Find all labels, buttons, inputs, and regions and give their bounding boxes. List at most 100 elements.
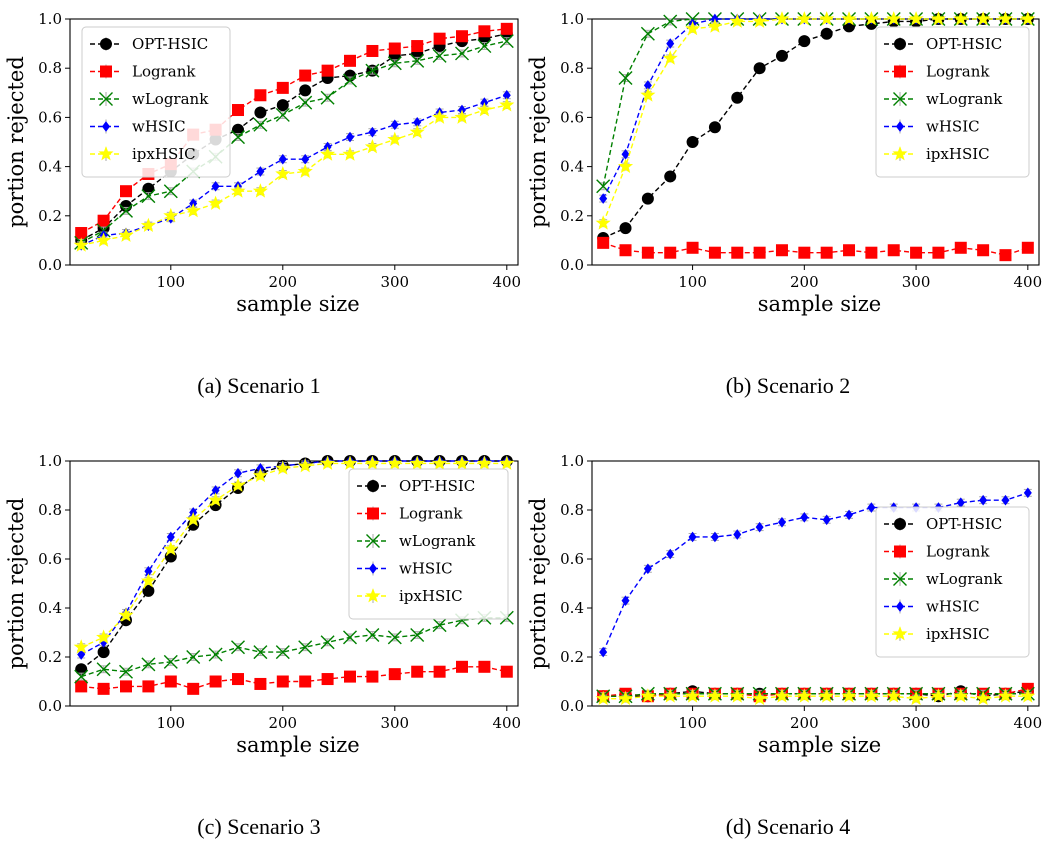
data-point	[499, 455, 515, 470]
legend-label: OPT-HSIC	[132, 35, 208, 53]
y-axis-label: portion rejected	[4, 498, 28, 670]
data-point	[863, 688, 879, 703]
data-point	[619, 222, 632, 235]
data-point	[119, 203, 133, 218]
data-point	[298, 640, 313, 655]
data-point	[366, 44, 379, 57]
data-point	[796, 11, 812, 26]
legend-marker	[893, 92, 907, 106]
y-axis-label: portion rejected	[526, 56, 550, 228]
data-point	[142, 680, 155, 693]
data-point	[297, 163, 313, 178]
data-point	[455, 46, 469, 61]
data-point	[865, 246, 878, 259]
data-point	[141, 657, 156, 672]
chart-panel-3: 100 200 300 400 0.0 0.2 0.4 0.6 0.8 1.0 sample siz…	[4, 452, 521, 839]
data-point	[863, 11, 879, 26]
data-point	[276, 675, 289, 688]
data-point	[142, 584, 155, 597]
data-point	[297, 457, 313, 473]
data-point	[796, 688, 812, 703]
data-point	[887, 244, 900, 257]
y-tick-label: 0.8	[560, 501, 584, 519]
data-point	[96, 629, 112, 644]
data-point	[819, 688, 835, 703]
data-point	[752, 13, 768, 28]
series-line	[81, 666, 507, 690]
data-point	[640, 26, 655, 41]
data-point	[886, 688, 902, 703]
data-point	[954, 241, 967, 254]
data-point	[140, 573, 156, 588]
data-point	[253, 117, 268, 132]
data-point	[1020, 11, 1036, 26]
data-point	[640, 87, 656, 102]
legend-marker	[100, 65, 112, 78]
data-point	[499, 97, 515, 112]
data-point	[595, 690, 611, 706]
data-point	[410, 53, 425, 68]
data-point	[276, 99, 289, 112]
data-point	[97, 682, 110, 695]
data-point	[275, 460, 291, 475]
data-point	[800, 512, 809, 523]
data-point	[321, 64, 334, 77]
data-point	[454, 455, 470, 470]
data-point	[686, 136, 699, 148]
y-tick-label: 0.0	[560, 697, 584, 715]
data-point	[163, 184, 178, 199]
legend-marker	[100, 38, 112, 50]
data-point	[433, 665, 446, 678]
y-tick-label: 1.0	[560, 452, 584, 470]
data-point	[886, 11, 902, 26]
data-point	[979, 494, 988, 506]
data-point	[432, 455, 448, 470]
x-axis-label: sample size	[758, 733, 881, 757]
legend-marker	[98, 146, 114, 161]
data-point	[617, 690, 634, 706]
data-point	[685, 688, 701, 703]
data-point	[997, 11, 1014, 26]
data-point	[867, 502, 876, 513]
data-point	[841, 11, 857, 26]
legend-label: OPT-HSIC	[399, 477, 475, 495]
data-point	[75, 227, 88, 240]
y-tick-label: 0.4	[38, 158, 62, 176]
data-point	[731, 246, 744, 259]
data-point	[618, 71, 633, 86]
legend-box	[875, 506, 1030, 658]
legend-marker	[367, 507, 379, 520]
data-point	[432, 48, 447, 63]
x-tick-label: 100	[156, 273, 185, 291]
data-point	[230, 477, 246, 492]
data-point	[621, 595, 630, 606]
x-tick-label: 200	[790, 714, 819, 732]
data-point	[454, 109, 470, 124]
x-tick-label: 300	[902, 273, 931, 291]
data-point	[320, 146, 336, 161]
data-point	[476, 102, 492, 117]
chart-panel-1: 100 200 300 400 0.0 0.2 0.4 0.6 0.8 1.0 sample siz…	[4, 10, 521, 398]
data-point	[141, 189, 156, 204]
data-point	[254, 106, 267, 119]
series-ipxhsic	[595, 11, 1036, 230]
legend-marker	[894, 38, 906, 50]
data-point	[232, 673, 244, 686]
data-point	[666, 38, 675, 49]
legend-marker	[896, 601, 904, 612]
data-point	[120, 185, 132, 198]
data-point	[164, 675, 177, 688]
data-point	[595, 215, 611, 230]
data-point	[365, 63, 380, 78]
data-point	[1020, 688, 1036, 703]
data-point	[343, 630, 357, 645]
data-point	[729, 688, 745, 703]
data-point	[820, 246, 833, 259]
legend: OPT-HSIC Logrank wLogrank wHSIC ipxHSIC	[875, 26, 1030, 178]
data-point	[953, 688, 969, 703]
legend-label: wLogrank	[926, 90, 1003, 108]
data-point	[75, 680, 88, 693]
data-point	[275, 166, 291, 181]
data-point	[320, 90, 335, 105]
data-point	[343, 73, 357, 88]
